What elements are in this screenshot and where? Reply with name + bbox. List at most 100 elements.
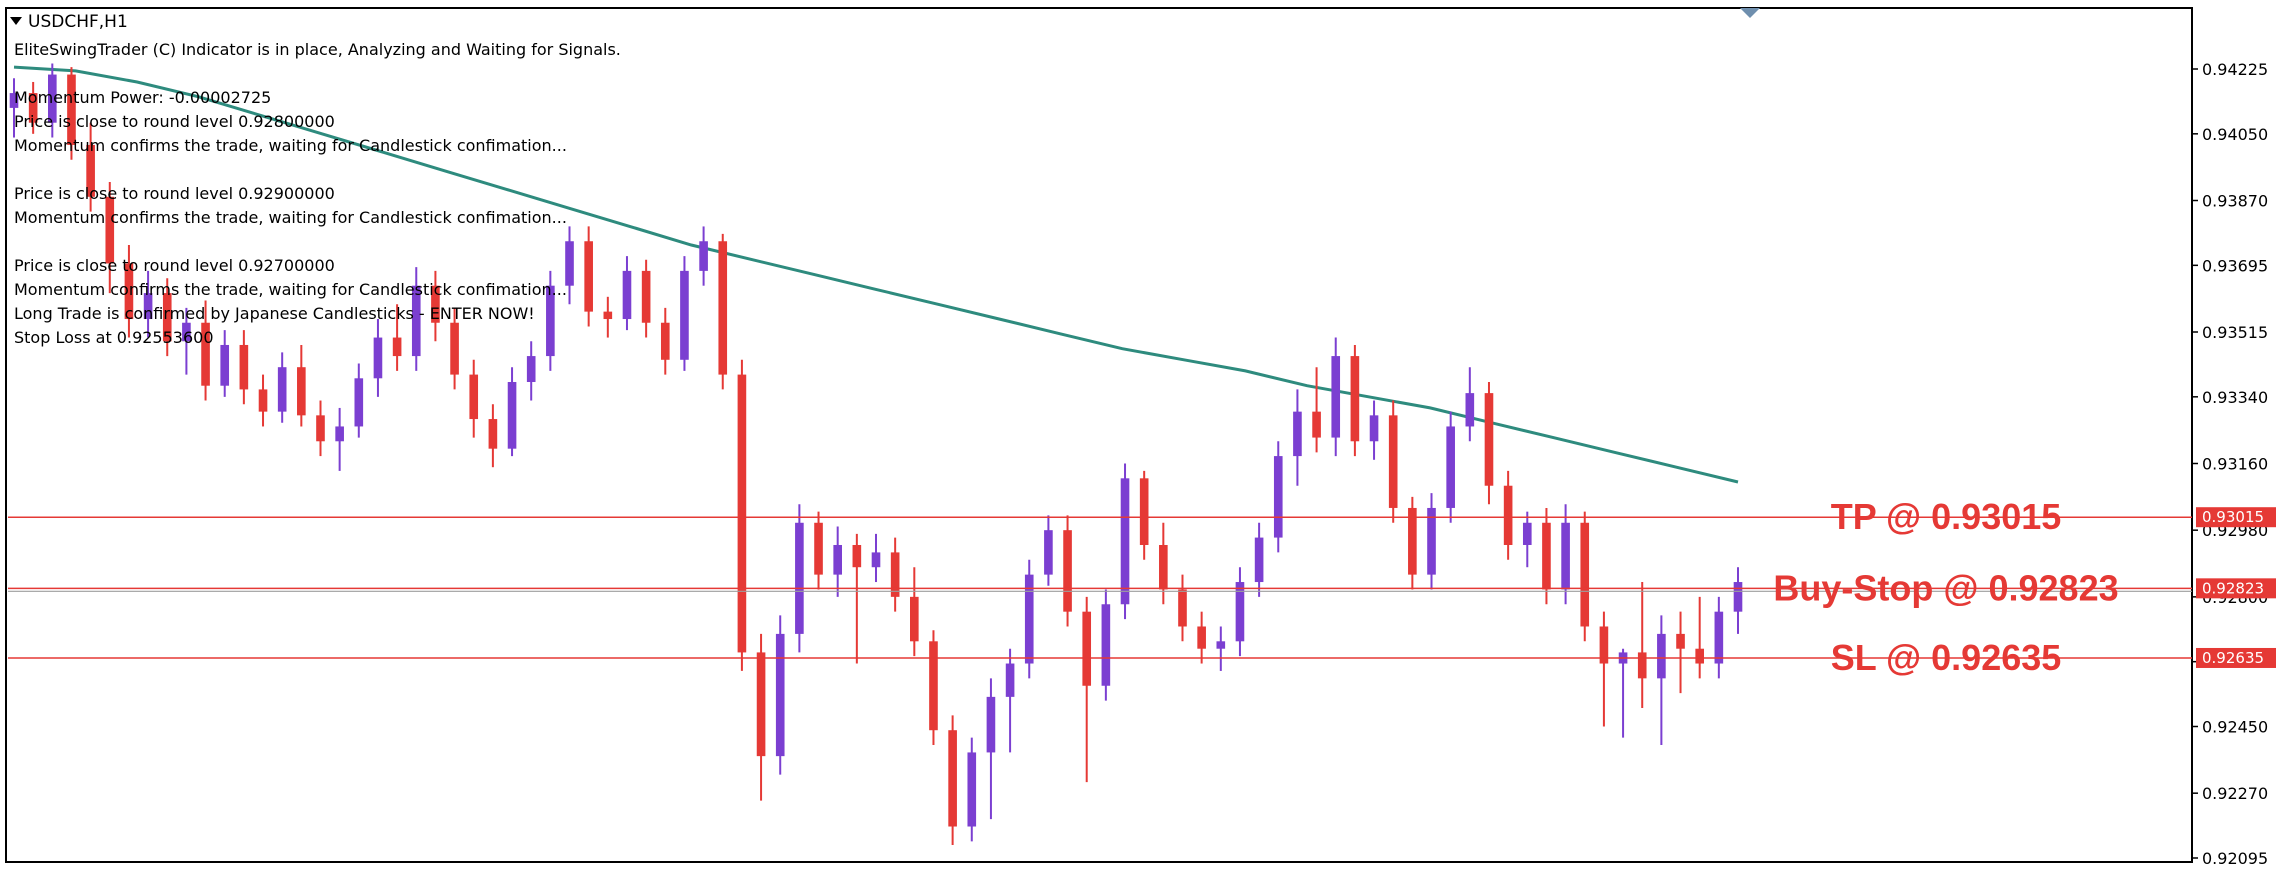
axis-tick-label: 0.92270 (2202, 784, 2268, 803)
candle-body (1657, 633, 1666, 679)
price-tags: 0.93015 0.92823 0.92635 (2196, 507, 2276, 668)
price-axis[interactable]: 0.94225 0.94050 0.93870 0.93695 0.93515 0.933… (2192, 60, 2268, 868)
candle-body (9, 93, 19, 108)
candle-body (1178, 589, 1187, 627)
candle-body (258, 389, 268, 412)
candle-body (1139, 478, 1149, 545)
candle-body (986, 696, 996, 753)
candle-body (1522, 522, 1532, 545)
candle-body (1235, 582, 1245, 642)
candle-body (1369, 415, 1379, 442)
level-label-tp: TP @ 0.93015 (1831, 496, 2062, 537)
chart-title: USDCHF,H1 (28, 12, 128, 32)
candle-body (1082, 611, 1092, 686)
candle-body (890, 552, 900, 597)
info-line: Momentum confirms the trade, waiting for… (14, 136, 567, 155)
candle-body (239, 344, 249, 390)
price-tag-tp (2196, 507, 2276, 528)
axis-tick-label: 0.94050 (2202, 125, 2268, 144)
candle-body (335, 426, 344, 442)
candle-body (431, 285, 440, 323)
candle-body (392, 337, 402, 357)
price-tag-buy-stop (2196, 578, 2276, 599)
candle-body (1197, 626, 1206, 649)
candle-body (852, 544, 862, 568)
candle-body (1676, 633, 1685, 649)
candle-body (641, 270, 651, 323)
candle-body (1637, 652, 1647, 679)
candle-body (622, 270, 632, 320)
candle-body (1120, 478, 1130, 605)
axis-tick-label: 0.92095 (2202, 849, 2268, 868)
candle-body (1733, 582, 1743, 612)
candle-body (603, 311, 613, 320)
candle-body (411, 285, 421, 357)
candle-body (162, 293, 172, 342)
info-line: Price is close to round level 0.92900000 (14, 184, 335, 203)
candle-body (1427, 507, 1436, 575)
candle-body (450, 322, 459, 375)
candle-body (1388, 415, 1398, 508)
candle-body (1101, 604, 1111, 686)
candle-body (297, 367, 306, 416)
candle-body (28, 93, 38, 123)
candle-body (1408, 507, 1417, 575)
candle-body (1484, 393, 1494, 486)
chart-shift-marker-icon[interactable] (1740, 8, 1760, 18)
candle-body (1465, 393, 1475, 427)
candle-body (795, 522, 804, 634)
info-line: Momentum confirms the trade, waiting for… (14, 208, 567, 227)
candle-body (354, 378, 364, 427)
axis-tick-label: 0.93160 (2202, 455, 2268, 474)
candle-body (1350, 356, 1360, 442)
axis-tick-label: 0.93515 (2202, 323, 2268, 342)
info-line: Price is close to round level 0.92800000 (14, 112, 335, 131)
candle-body (699, 241, 708, 271)
candle-body (124, 263, 134, 320)
candle-body (948, 730, 957, 827)
info-line: Long Trade is confirmed by Japanese Cand… (14, 304, 535, 323)
candle-body (48, 74, 57, 123)
candle-body (86, 144, 95, 197)
price-tag-label: 0.93015 (2202, 508, 2264, 526)
indicator-info-text: EliteSwingTrader (C) Indicator is in pla… (14, 40, 621, 347)
candle-body (967, 752, 977, 827)
candle-body (1044, 530, 1053, 575)
candle-body (316, 415, 325, 442)
candle-body (1580, 522, 1590, 627)
level-label-sl: SL @ 0.92635 (1831, 637, 2062, 678)
candle-body (1216, 641, 1226, 649)
axis-tick-label: 0.93340 (2202, 388, 2268, 407)
axis-tick-label: 0.93870 (2202, 192, 2268, 211)
candle-body (1331, 356, 1341, 438)
candle-body (910, 596, 919, 642)
price-tag-label: 0.92823 (2202, 579, 2264, 597)
price-tag-sl (2196, 647, 2276, 668)
candle-body (546, 285, 555, 357)
candle-body (1254, 537, 1264, 583)
candle-body (1005, 663, 1015, 697)
candle-body (373, 337, 383, 379)
info-line: Stop Loss at 0.92553600 (14, 328, 214, 347)
candle-body (1312, 411, 1321, 438)
candle-body (660, 322, 670, 360)
candle-body (1503, 485, 1513, 545)
candle-body (488, 419, 498, 449)
candle-body (737, 374, 747, 653)
candle-body (565, 241, 574, 286)
collapse-arrow-icon[interactable] (10, 17, 22, 25)
price-tag-label: 0.92635 (2202, 649, 2264, 667)
candle-body (584, 241, 593, 312)
candle-body (469, 374, 479, 420)
candle-body (182, 322, 191, 342)
candle-body (526, 356, 536, 383)
info-line: Momentum confirms the trade, waiting for… (14, 280, 567, 299)
candle-body (201, 322, 210, 386)
candle-body (1446, 426, 1455, 508)
candle-body (1714, 611, 1724, 664)
candles-layer (9, 63, 1743, 846)
info-line: Momentum Power: -0.00002725 (14, 88, 271, 107)
candle-body (220, 344, 230, 386)
